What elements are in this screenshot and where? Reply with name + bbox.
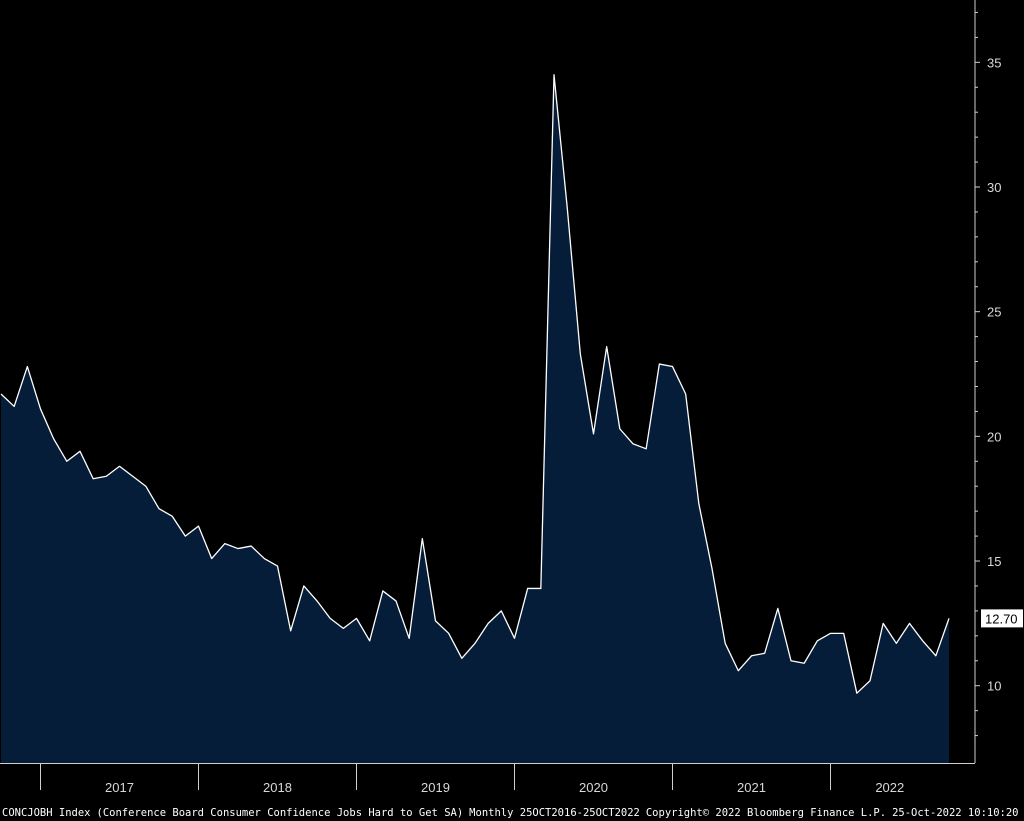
y-tick-label-20: 20 [987, 429, 1001, 444]
footer-ticker: CONCJOBH Index [2, 807, 91, 819]
y-tick-label-35: 35 [987, 55, 1001, 70]
y-tick-label-30: 30 [987, 180, 1001, 195]
last-value-marker: 12.70 [981, 609, 1023, 628]
chart-footer: CONCJOBH Index (Conference Board Consumer… [2, 805, 1022, 821]
last-value-label: 12.70 [985, 611, 1018, 626]
y-tick-label-15: 15 [987, 554, 1001, 569]
footer-description: (Conference Board Consumer Confidence Jo… [96, 807, 464, 819]
footer-timestamp: 25-Oct-2022 10:10:20 [892, 807, 1019, 819]
area-fill [1, 74, 949, 764]
series-line [0, 74, 950, 694]
area-series-group [0, 74, 950, 764]
footer-copyright: Copyright© 2022 Bloomberg Finance L.P. [645, 807, 887, 819]
y-tick-label-25: 25 [987, 305, 1001, 320]
footer-frequency-range: Monthly 25OCT2016-25OCT2022 [469, 807, 640, 819]
x-axis-ticks: 2017 2018 2019 2020 2021 2022 [40, 763, 904, 795]
x-tick-label-2020: 2020 [579, 780, 608, 795]
x-tick-label-2019: 2019 [421, 780, 450, 795]
x-tick-label-2018: 2018 [263, 780, 292, 795]
x-tick-label-2017: 2017 [105, 780, 134, 795]
x-tick-label-2021: 2021 [737, 780, 766, 795]
last-value-box [981, 609, 1023, 628]
y-tick-label-10: 10 [987, 679, 1001, 694]
x-tick-label-2022: 2022 [875, 780, 904, 795]
y-axis-ticks: 10 15 20 25 30 35 [975, 11, 1001, 737]
